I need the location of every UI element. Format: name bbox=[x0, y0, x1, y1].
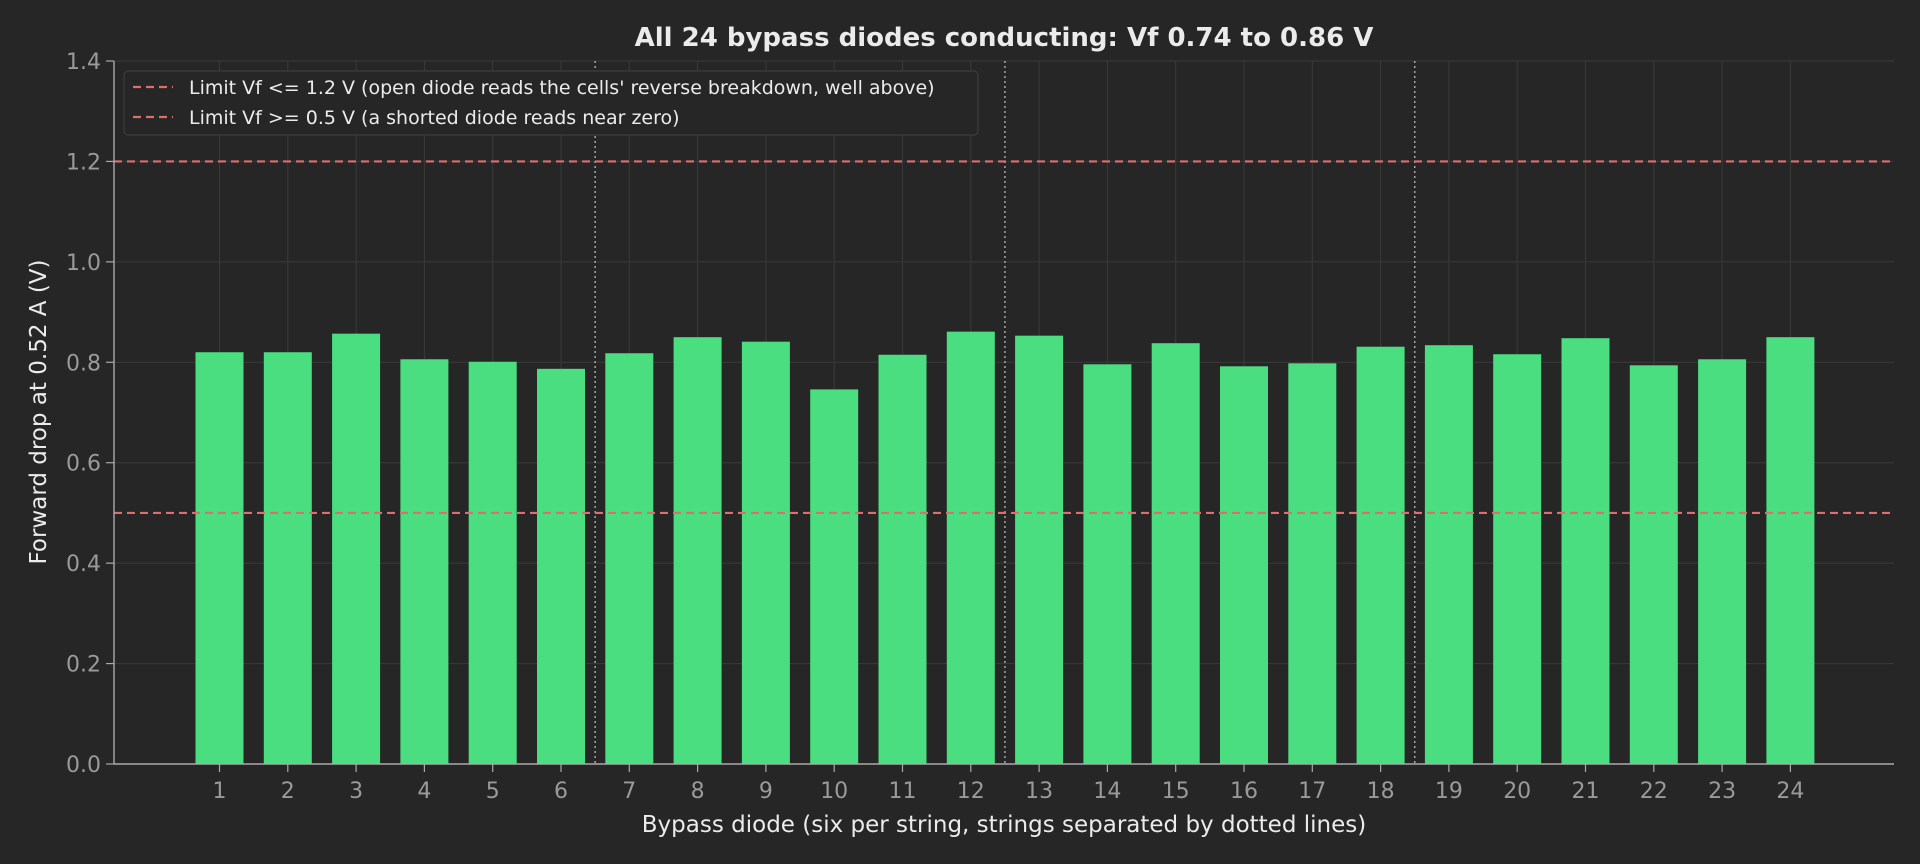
x-tick-label: 8 bbox=[691, 779, 705, 804]
legend-label-lower-limit: Limit Vf >= 0.5 V (a shorted diode reads… bbox=[189, 107, 680, 129]
bar-diode-23 bbox=[1698, 359, 1747, 764]
legend-label-upper-limit: Limit Vf <= 1.2 V (open diode reads the … bbox=[189, 77, 935, 99]
y-axis-label: Forward drop at 0.52 A (V) bbox=[26, 259, 52, 564]
bar-diode-16 bbox=[1220, 366, 1268, 764]
y-tick-label: 0.4 bbox=[66, 552, 101, 577]
bar-diode-15 bbox=[1151, 343, 1200, 764]
y-tick-label: 0.0 bbox=[66, 753, 101, 778]
x-tick-label: 3 bbox=[349, 779, 363, 804]
bar-diode-8 bbox=[673, 337, 722, 764]
bar-diode-18 bbox=[1356, 346, 1405, 764]
x-tick-label: 18 bbox=[1367, 779, 1395, 804]
bar-diode-12 bbox=[946, 331, 995, 764]
limit-lines bbox=[114, 160, 1894, 515]
y-tick-label: 1.0 bbox=[66, 251, 101, 276]
bar-diode-6 bbox=[537, 368, 585, 764]
bar-diode-13 bbox=[1015, 335, 1064, 764]
y-tick-label: 0.8 bbox=[66, 351, 101, 376]
tick-labels: 0.00.20.40.60.81.01.21.41 2 3 4 5 6 7 8 9 10 11 12 1… bbox=[66, 50, 1804, 804]
x-tick-label: 23 bbox=[1708, 779, 1736, 804]
legend: Limit Vf <= 1.2 V (open diode reads the … bbox=[123, 70, 979, 136]
x-tick-label: 20 bbox=[1503, 779, 1531, 804]
x-tick-label: 21 bbox=[1572, 779, 1600, 804]
bar-diode-4 bbox=[400, 359, 449, 764]
bar-diode-24 bbox=[1766, 337, 1815, 764]
x-tick-label: 12 bbox=[957, 779, 985, 804]
bar-diode-7 bbox=[605, 353, 654, 764]
bar-diode-20 bbox=[1493, 354, 1542, 764]
x-tick-label: 15 bbox=[1162, 779, 1190, 804]
x-tick-label: 1 bbox=[213, 779, 227, 804]
bar-diode-22 bbox=[1629, 365, 1678, 764]
x-tick-label: 7 bbox=[622, 779, 636, 804]
axes bbox=[106, 60, 1894, 772]
bar-diode-19 bbox=[1424, 345, 1473, 764]
bar-diode-17 bbox=[1288, 363, 1337, 764]
bar-diode-11 bbox=[878, 354, 927, 764]
legend-box bbox=[123, 70, 979, 136]
x-tick-label: 19 bbox=[1435, 779, 1463, 804]
y-tick-label: 0.2 bbox=[66, 653, 101, 678]
x-tick-label: 4 bbox=[417, 779, 431, 804]
x-tick-label: 17 bbox=[1298, 779, 1326, 804]
bar-diode-9 bbox=[741, 341, 790, 764]
string-separators bbox=[594, 61, 1416, 764]
x-tick-label: 9 bbox=[759, 779, 773, 804]
x-axis-label: Bypass diode (six per string, strings se… bbox=[642, 812, 1366, 838]
bar-diode-2 bbox=[263, 352, 312, 764]
x-tick-label: 6 bbox=[554, 779, 568, 804]
x-tick-label: 16 bbox=[1230, 779, 1258, 804]
bars bbox=[195, 331, 1815, 764]
x-tick-label: 10 bbox=[820, 779, 848, 804]
x-tick-label: 14 bbox=[1093, 779, 1121, 804]
y-tick-label: 1.2 bbox=[66, 150, 101, 175]
bar-diode-21 bbox=[1561, 338, 1610, 764]
chart-title: All 24 bypass diodes conducting: Vf 0.74… bbox=[635, 23, 1374, 53]
bar-diode-1 bbox=[195, 352, 244, 764]
x-tick-label: 22 bbox=[1640, 779, 1668, 804]
x-tick-label: 11 bbox=[889, 779, 917, 804]
y-tick-label: 0.6 bbox=[66, 452, 101, 477]
x-tick-label: 13 bbox=[1025, 779, 1053, 804]
bar-diode-10 bbox=[810, 389, 859, 764]
x-tick-label: 5 bbox=[486, 779, 500, 804]
x-tick-label: 2 bbox=[281, 779, 295, 804]
bar-diode-3 bbox=[332, 333, 381, 764]
bar-diode-14 bbox=[1083, 364, 1132, 764]
bar-diode-5 bbox=[468, 361, 517, 764]
x-tick-label: 24 bbox=[1776, 779, 1804, 804]
y-tick-label: 1.4 bbox=[66, 50, 101, 75]
